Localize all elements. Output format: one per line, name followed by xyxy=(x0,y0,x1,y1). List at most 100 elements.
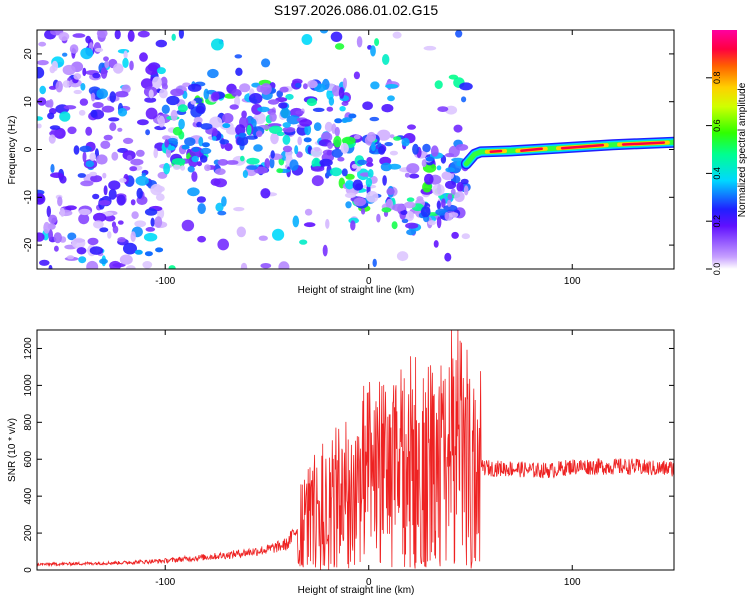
heatmap-cell xyxy=(92,102,104,109)
heatmap-cell xyxy=(222,123,231,129)
heatmap-cell xyxy=(191,147,200,152)
heatmap-cell xyxy=(225,160,239,165)
heatmap-cell xyxy=(307,80,318,89)
heatmap-cell xyxy=(424,173,434,185)
heatmap-cell xyxy=(455,30,463,38)
heatmap-cell xyxy=(108,188,117,200)
colorbar-tick-label: 0.4 xyxy=(712,167,722,180)
heatmap-cell xyxy=(434,80,443,89)
heatmap-cell xyxy=(144,251,153,257)
heatmap-cell xyxy=(370,81,380,90)
heatmap-cell xyxy=(436,165,442,171)
heatmap-cell xyxy=(154,216,163,228)
heatmap-cell xyxy=(453,124,463,133)
heatmap-cell xyxy=(96,88,108,99)
heatmap-cell xyxy=(207,68,219,79)
heatmap-cell xyxy=(213,178,227,188)
heatmap-cell xyxy=(171,158,186,165)
heatmap-cell xyxy=(356,36,363,48)
heatmap-cell xyxy=(127,30,135,42)
heatmap-cell xyxy=(451,231,459,239)
heatmap-cell xyxy=(217,238,229,251)
heatmap-cell xyxy=(37,66,45,79)
heatmap-cell xyxy=(72,33,86,38)
heatmap-cell xyxy=(454,191,465,203)
heatmap-cell xyxy=(381,104,394,113)
heatmap-cell xyxy=(170,109,178,121)
heatmap-cell xyxy=(282,145,293,153)
x-tick-label: 100 xyxy=(564,577,581,588)
heatmap-cell xyxy=(234,95,241,108)
heatmap-cell xyxy=(71,237,86,249)
heatmap-cell xyxy=(117,237,126,243)
heatmap-cell xyxy=(217,159,229,166)
colorbar-tick-label: 0.0 xyxy=(712,263,722,276)
heatmap-cell xyxy=(406,163,420,174)
heatmap-cell xyxy=(436,216,442,229)
heatmap-cell xyxy=(365,177,373,188)
heatmap-cell xyxy=(98,200,111,206)
heatmap-cell xyxy=(320,30,328,34)
heatmap-cell xyxy=(214,168,226,176)
heatmap-cell xyxy=(48,99,54,108)
heatmap-cell xyxy=(63,105,77,110)
heatmap-cell xyxy=(445,180,457,190)
heatmap-cell xyxy=(269,157,275,169)
heatmap-cell xyxy=(447,199,452,207)
heatmap-cell xyxy=(104,60,110,69)
heatmap-cell xyxy=(238,132,247,138)
heatmap-cell xyxy=(345,180,354,190)
heatmap-cell xyxy=(211,91,220,101)
heatmap-cell xyxy=(164,139,169,148)
heatmap-cell xyxy=(119,254,133,265)
heatmap-cell xyxy=(242,170,248,178)
heatmap-cell xyxy=(282,122,291,128)
heatmap-cell xyxy=(77,173,87,178)
figure-title: S197.2026.086.01.02.G15 xyxy=(274,2,438,18)
heatmap-cell xyxy=(366,157,373,164)
heatmap-cell xyxy=(114,30,121,40)
heatmap-cell xyxy=(117,127,123,132)
heatmap-cell xyxy=(181,144,190,150)
heatmap-cell xyxy=(155,193,165,201)
heatmap-cell xyxy=(385,84,399,89)
heatmap-cell xyxy=(79,98,89,106)
heatmap-cell xyxy=(76,247,87,255)
heatmap-cell xyxy=(93,212,107,223)
heatmap-cell xyxy=(48,85,57,90)
heatmap-cell xyxy=(353,134,361,140)
heatmap-cell xyxy=(405,222,419,229)
heatmap-cell xyxy=(187,83,202,92)
heatmap-cell xyxy=(389,150,398,156)
heatmap-cell xyxy=(79,145,92,153)
heatmap-cell xyxy=(173,164,181,170)
heatmap-cell xyxy=(400,209,408,216)
heatmap-cell xyxy=(326,106,334,112)
heatmap-cell xyxy=(93,220,104,229)
heatmap-cell xyxy=(430,145,439,157)
heatmap-cell xyxy=(95,47,104,53)
ridge-peak xyxy=(520,147,543,152)
heatmap-cell xyxy=(121,84,131,94)
heatmap-cell xyxy=(85,126,93,136)
heatmap-cell xyxy=(299,119,313,127)
heatmap-cell xyxy=(367,169,374,178)
heatmap-cell xyxy=(324,121,333,133)
heatmap-cell xyxy=(90,175,103,183)
heatmap-cell xyxy=(353,71,360,80)
heatmap-cell xyxy=(193,116,203,124)
heatmap-cell xyxy=(246,157,260,165)
heatmap-cell xyxy=(357,159,368,165)
heatmap-cell xyxy=(66,255,75,260)
heatmap-cell xyxy=(260,263,272,269)
heatmap-cell xyxy=(209,116,223,128)
heatmap-cell xyxy=(463,185,469,196)
heatmap-cell xyxy=(152,76,162,89)
heatmap-cell xyxy=(455,144,469,151)
heatmap-cell xyxy=(437,106,449,112)
heatmap-cell xyxy=(255,130,263,138)
colorbar-gradient xyxy=(712,30,737,269)
heatmap-cell xyxy=(445,105,458,115)
heatmap-cell xyxy=(215,202,224,212)
